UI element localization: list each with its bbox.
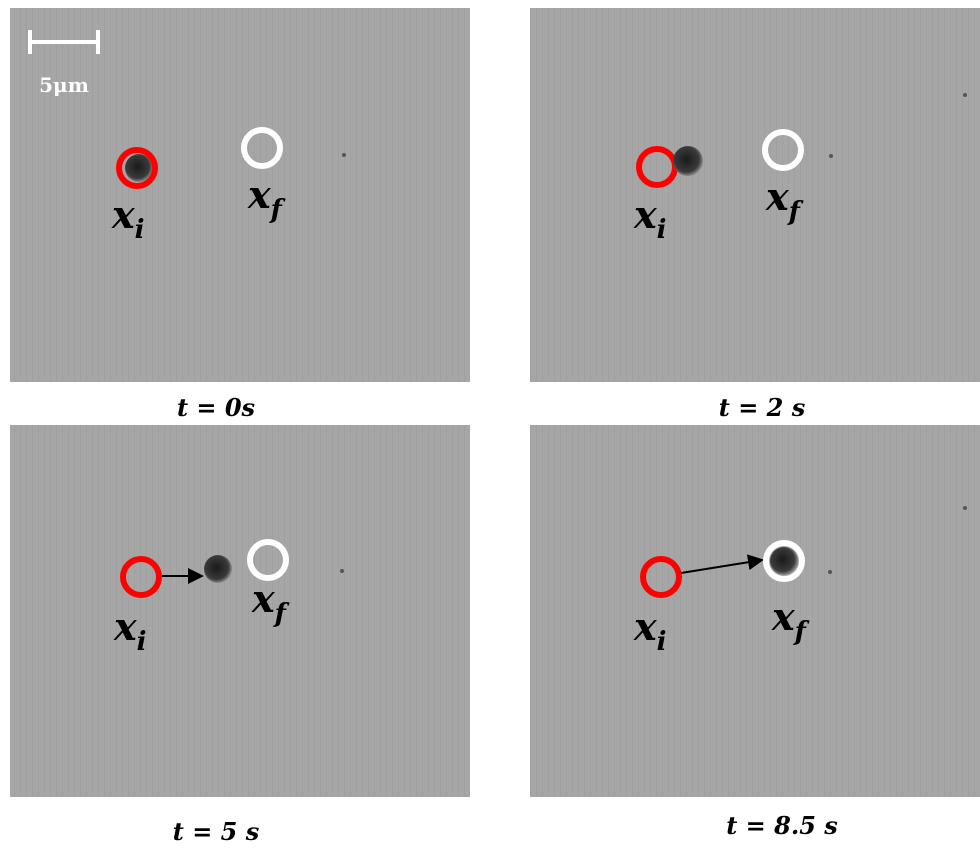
speck xyxy=(828,570,832,574)
panel-image xyxy=(530,425,980,797)
speck xyxy=(963,93,967,97)
caption: t = 0s xyxy=(177,393,256,422)
particle xyxy=(673,146,703,176)
speck xyxy=(829,154,833,158)
panel-image xyxy=(10,425,470,797)
panel-image xyxy=(530,8,980,382)
caption: t = 5 s xyxy=(173,817,260,846)
speck xyxy=(963,506,967,510)
caption: t = 2 s xyxy=(719,393,806,422)
speck xyxy=(340,569,344,573)
panel-image xyxy=(10,8,470,382)
figure: 5μm xi xf t = 0s xi xf t = 2 s xi xf t =… xyxy=(0,0,980,848)
speck xyxy=(342,153,346,157)
caption: t = 8.5 s xyxy=(726,811,838,840)
particle xyxy=(204,555,232,583)
particle xyxy=(770,547,798,575)
scale-label: 5μm xyxy=(39,73,89,97)
